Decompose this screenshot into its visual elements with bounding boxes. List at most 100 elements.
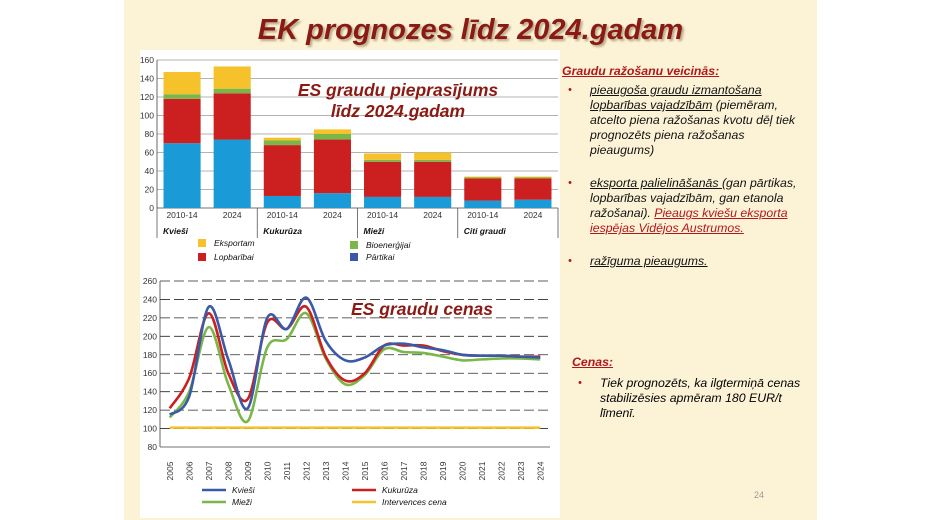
chart1-bar-segment bbox=[263, 145, 301, 196]
production-drivers-panel: Graudu ražošanu veicinās: pieaugoša grau… bbox=[562, 64, 812, 287]
chart2-background bbox=[140, 268, 560, 518]
chart1-bar-segment bbox=[163, 72, 201, 95]
chart1-bar-segment bbox=[464, 176, 502, 178]
chart1-bar-segment bbox=[364, 161, 402, 197]
chart1-y-tick-label: 140 bbox=[140, 74, 154, 84]
chart1-bar-segment bbox=[213, 139, 251, 208]
driver-bullet-feed: pieaugoša graudu izmantošana lopbarības … bbox=[562, 83, 812, 158]
chart2-x-tick-label: 2005 bbox=[165, 461, 175, 480]
chart1-bar-segment bbox=[313, 129, 351, 134]
chart1-legend-label: Bioenerģijai bbox=[366, 240, 412, 250]
chart1-bar-segment bbox=[313, 193, 351, 208]
chart1-group-label: Kvieši bbox=[163, 226, 189, 236]
chart1-legend-swatch bbox=[350, 253, 358, 261]
chart1-bar-segment bbox=[464, 177, 502, 179]
chart2-x-tick-label: 2006 bbox=[184, 461, 194, 480]
chart2-x-tick-label: 2008 bbox=[223, 461, 233, 480]
chart1-y-tick-label: 120 bbox=[140, 92, 154, 102]
chart1-bar-segment bbox=[263, 140, 301, 146]
chart2-x-tick-label: 2023 bbox=[516, 461, 526, 480]
chart1-x-tick-label: 2024 bbox=[223, 210, 242, 220]
driver-bullet-export: eksporta palielināšanās (gan pārtikas, l… bbox=[562, 176, 812, 236]
chart1-bar-segment bbox=[514, 178, 552, 200]
chart1-bar-segment bbox=[414, 152, 452, 160]
driver-feed-highlight: pieaugoša graudu izmantošana lopbarības … bbox=[590, 83, 762, 112]
driver-yield-text: ražīguma pieaugums. bbox=[590, 254, 708, 268]
chart1-bar-segment bbox=[414, 196, 452, 208]
drivers-heading: Graudu ražošanu veicinās: bbox=[562, 64, 720, 78]
chart2-x-tick-label: 2019 bbox=[438, 461, 448, 480]
chart2-x-tick-label: 2021 bbox=[477, 461, 487, 480]
chart1-title-line1: ES graudu pieprasījums bbox=[298, 80, 499, 100]
chart1-bar-segment bbox=[213, 93, 251, 140]
driver-export-detail: (gan pārtikas, lopbarības vajadzībām, ga… bbox=[590, 176, 797, 220]
chart1-legend-label: Eksportam bbox=[214, 238, 255, 248]
chart1-legend-label: Pārtikai bbox=[366, 252, 395, 262]
chart1-bar-segment bbox=[163, 98, 201, 144]
demand-bar-chart: 0 20 40 60 80 100 120 140 160 2010-14 2024 2010-14 2… bbox=[140, 50, 560, 268]
chart1-y-tick-label: 160 bbox=[140, 55, 154, 65]
chart2-x-tick-label: 2007 bbox=[204, 461, 214, 480]
chart2-series-line bbox=[168, 296, 541, 416]
chart2-title: ES graudu cenas bbox=[351, 299, 493, 319]
chart1-legend-swatch bbox=[198, 253, 206, 261]
chart2-x-tick-label: 2011 bbox=[282, 462, 292, 481]
driver-feed-detail: (piemēram, atcelto piena ražošanas kvotu… bbox=[590, 98, 796, 157]
chart2-x-tick-label: 2009 bbox=[243, 461, 253, 480]
chart1-bar-segment bbox=[414, 159, 452, 162]
chart1-bar-segment bbox=[414, 161, 452, 197]
chart1-bar-segment bbox=[263, 195, 301, 208]
prices-heading: Cenas: bbox=[572, 355, 614, 369]
chart1-y-tick-label: 20 bbox=[145, 185, 155, 195]
chart1-bar-segment bbox=[213, 88, 251, 94]
chart1-group-label: Mieži bbox=[364, 226, 385, 236]
chart2-legend-label: Kvieši bbox=[232, 485, 256, 495]
chart2-series-line bbox=[168, 311, 541, 424]
chart1-x-tick-label: 2010-14 bbox=[267, 210, 298, 220]
chart2-x-tick-label: 2020 bbox=[457, 461, 467, 480]
chart1-bar-segment bbox=[364, 196, 402, 208]
chart2-legend-label: Mieži bbox=[232, 497, 253, 507]
chart1-x-tick-label: 2010-14 bbox=[467, 210, 498, 220]
chart2-x-tick-label: 2015 bbox=[360, 461, 370, 480]
chart1-group-label: Citi graudi bbox=[464, 226, 507, 236]
chart1-bar-segment bbox=[364, 153, 402, 160]
chart1-x-tick-label: 2024 bbox=[323, 210, 342, 220]
chart1-legend-label: Lopbarībai bbox=[214, 252, 255, 262]
chart2-y-tick-label: 200 bbox=[143, 331, 157, 341]
chart2-x-tick-label: 2014 bbox=[340, 461, 350, 480]
driver-export-note: Pieaugs kviešu eksporta iespējas Vidējos… bbox=[590, 206, 788, 235]
chart1-x-tick-label: 2024 bbox=[523, 210, 542, 220]
chart2-y-tick-label: 160 bbox=[143, 368, 157, 378]
chart1-x-tick-label: 2024 bbox=[423, 210, 442, 220]
chart1-group-label: Kukurūza bbox=[263, 226, 302, 236]
chart1-bar-segment bbox=[313, 139, 351, 194]
chart2-x-tick-label: 2017 bbox=[399, 461, 409, 480]
chart2-y-tick-label: 140 bbox=[143, 387, 157, 397]
chart2-y-tick-label: 120 bbox=[143, 405, 157, 415]
driver-export-highlight: eksporta palielināšanās bbox=[590, 176, 722, 190]
chart1-x-tick-label: 2010-14 bbox=[166, 210, 197, 220]
chart1-bar-segment bbox=[163, 143, 201, 208]
chart1-y-tick-label: 0 bbox=[149, 203, 154, 213]
driver-bullet-yield: ražīguma pieaugums. bbox=[562, 254, 812, 269]
chart2-x-tick-label: 2010 bbox=[262, 461, 272, 480]
chart1-y-tick-label: 100 bbox=[140, 111, 154, 121]
prices-bullet: Tiek prognozēts, ka ilgtermiņā cenas sta… bbox=[572, 376, 812, 421]
prices-panel: Cenas: Tiek prognozēts, ka ilgtermiņā ce… bbox=[572, 355, 812, 421]
chart2-x-tick-label: 2016 bbox=[379, 461, 389, 480]
chart1-bar-segment bbox=[464, 178, 502, 201]
chart2-y-tick-label: 220 bbox=[143, 313, 157, 323]
chart2-legend-label: Intervences cena bbox=[382, 497, 447, 507]
chart1-bar-segment bbox=[514, 176, 552, 178]
chart2-legend-label: Kukurūza bbox=[382, 485, 418, 495]
chart2-y-tick-label: 80 bbox=[148, 442, 158, 452]
chart1-bar-segment bbox=[213, 66, 251, 89]
chart2-y-tick-label: 100 bbox=[143, 424, 157, 434]
chart1-y-tick-label: 40 bbox=[145, 166, 155, 176]
chart2-x-tick-label: 2018 bbox=[418, 461, 428, 480]
chart2-y-tick-label: 180 bbox=[143, 350, 157, 360]
chart2-x-tick-label: 2024 bbox=[535, 461, 545, 480]
chart1-bar-segment bbox=[263, 137, 301, 141]
chart1-bar-segment bbox=[313, 134, 351, 140]
